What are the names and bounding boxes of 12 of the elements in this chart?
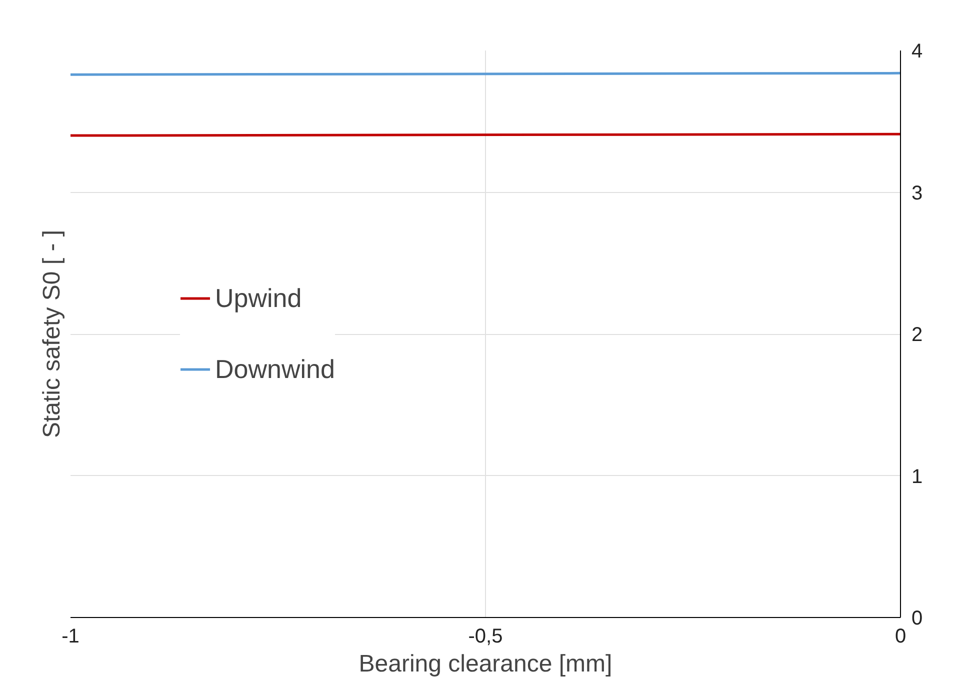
y-axis-title: Static safety S0 [ - ] <box>38 230 66 438</box>
legend-label: Upwind <box>215 282 302 314</box>
legend-label: Downwind <box>215 354 335 384</box>
y-tick-label: 1 <box>912 466 923 488</box>
y-tick-label: 0 <box>912 608 923 630</box>
y-tick-label: 3 <box>912 182 923 204</box>
x-tick-label: -0,5 <box>468 626 503 648</box>
y-tick-label: 2 <box>912 324 923 346</box>
y-tick-label: 4 <box>912 40 923 62</box>
x-tick-label: -1 <box>62 626 80 648</box>
x-tick-label: 0 <box>894 626 906 648</box>
x-axis-title: Bearing clearance [mm] <box>358 650 612 678</box>
